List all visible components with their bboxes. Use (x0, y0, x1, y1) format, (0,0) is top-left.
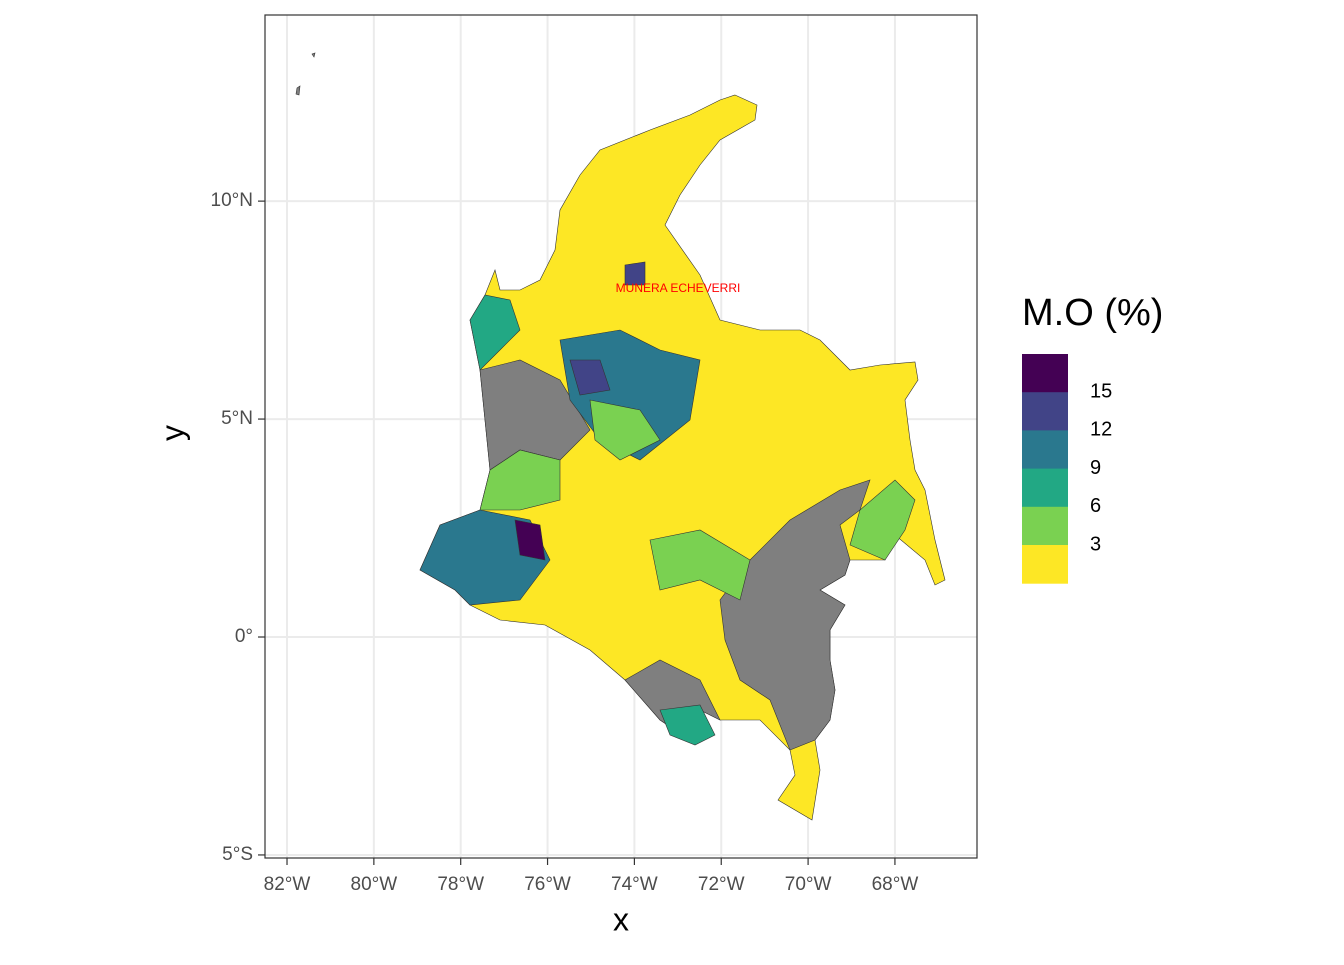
region-west (514, 519, 546, 561)
legend-label: 9 (1090, 457, 1101, 479)
island (295, 85, 301, 96)
legend-swatch (1022, 468, 1068, 508)
legend-swatch (1022, 354, 1068, 393)
region-center (569, 359, 611, 396)
map (295, 52, 946, 821)
x-tick-label: 72°W (698, 874, 745, 895)
y-axis-title: y (154, 425, 190, 441)
x-tick-label: 74°W (611, 874, 658, 895)
region-gray (719, 479, 871, 751)
x-tick-label: 76°W (524, 874, 571, 895)
x-axis-title: x (613, 901, 629, 937)
y-tick-label: 5°N (221, 408, 253, 429)
x-tick-label: 82°W (264, 874, 311, 895)
legend-swatch (1022, 392, 1068, 431)
x-tick-label: 78°W (437, 874, 484, 895)
axes: 82°W 80°W 78°W 76°W 74°W 72°W 70°W 68°W 5°S 0° 5°N… (211, 190, 919, 895)
annotation: MUNERA ECHEVERRI (616, 281, 741, 295)
region-green (649, 529, 751, 601)
legend-label: 6 (1090, 495, 1101, 517)
legend-swatch (1022, 545, 1068, 584)
island (311, 52, 316, 58)
legend-swatch (1022, 430, 1068, 470)
x-tick-label: 68°W (872, 874, 919, 895)
legend-swatch (1022, 506, 1068, 546)
x-tick-label: 70°W (785, 874, 832, 895)
region-north (624, 261, 646, 286)
panel-border (264, 14, 978, 859)
y-tick-label: 5°S (222, 844, 253, 865)
region-center (589, 399, 661, 461)
legend-label: 3 (1090, 533, 1101, 555)
region-green (849, 479, 916, 561)
x-tick-label: 80°W (351, 874, 398, 895)
legend: 15 12 9 6 3 (1022, 354, 1112, 584)
legend-title: M.O (%) (1022, 292, 1163, 334)
legend-label: 15 (1090, 380, 1112, 402)
legend-label: 12 (1090, 419, 1112, 441)
y-tick-label: 0° (235, 626, 253, 647)
region-teal (659, 704, 716, 746)
y-tick-label: 10°N (211, 190, 253, 211)
